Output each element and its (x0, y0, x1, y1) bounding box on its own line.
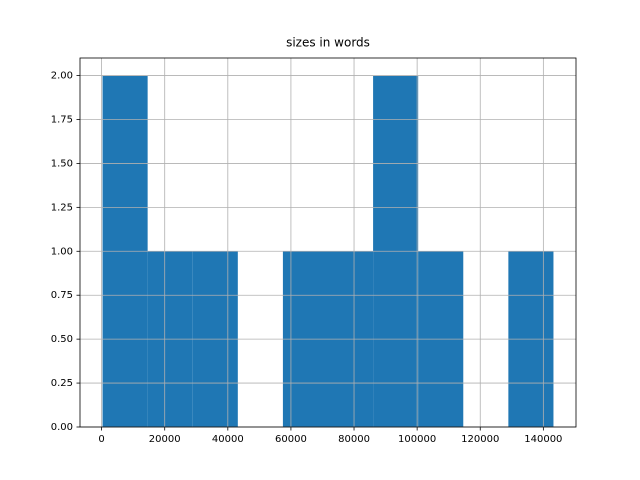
x-tick-label: 20000 (149, 434, 181, 445)
x-tick-label: 140000 (524, 434, 562, 445)
x-tick-label: 40000 (212, 434, 244, 445)
x-tick-label: 80000 (338, 434, 370, 445)
y-tick-label: 1.25 (51, 202, 73, 213)
x-tick-label: 0 (98, 434, 104, 445)
x-tick-label: 120000 (461, 434, 499, 445)
y-tick-label: 1.00 (51, 246, 73, 257)
y-tick-label: 1.75 (51, 115, 73, 126)
y-tick-label: 0.50 (51, 334, 73, 345)
plot-frame (79, 57, 577, 428)
x-tick-label: 60000 (275, 434, 307, 445)
y-tick-label: 0.75 (51, 290, 73, 301)
y-tick-label: 1.50 (51, 158, 73, 169)
chart-title: sizes in words (286, 36, 370, 50)
y-tick-label: 2.00 (51, 71, 73, 82)
y-tick-label: 0.25 (51, 378, 73, 389)
y-tick-label: 0.00 (51, 422, 73, 433)
x-tick-label: 100000 (398, 434, 436, 445)
